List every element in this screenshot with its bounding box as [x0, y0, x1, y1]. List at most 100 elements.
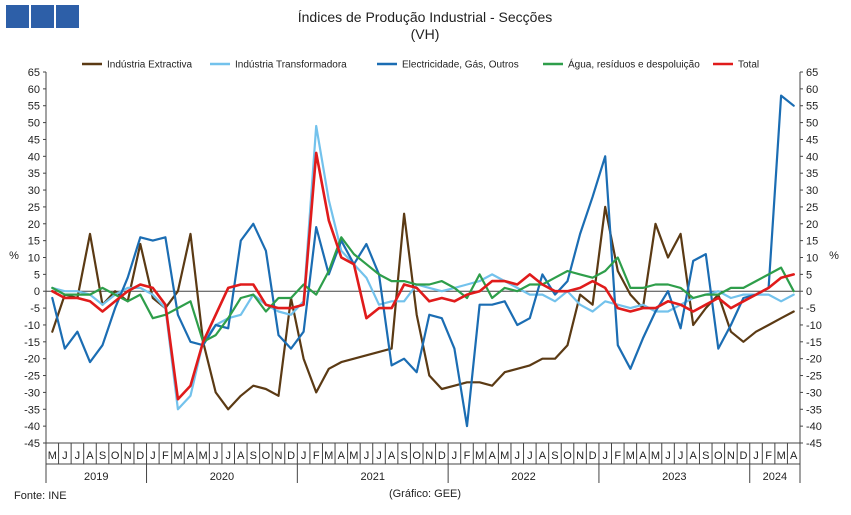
year-label: 2019	[84, 471, 108, 483]
y-tick-label-left: 30	[28, 185, 40, 197]
y-tick-label-right: 45	[806, 134, 818, 146]
y-tick-label-right: -40	[806, 421, 822, 433]
y-tick-label-right: -5	[806, 303, 816, 315]
y-tick-label-right: -45	[806, 438, 822, 450]
month-label: O	[412, 450, 421, 462]
gee-logo-icon	[6, 5, 79, 28]
month-label: M	[777, 450, 786, 462]
y-tick-label-left: 25	[28, 202, 40, 214]
y-tick-label-right: -20	[806, 354, 822, 366]
month-label: A	[338, 450, 346, 462]
month-label: S	[400, 450, 407, 462]
month-label: N	[275, 450, 283, 462]
legend-entry: Indústria Extractiva	[107, 60, 192, 71]
series-line	[50, 151, 796, 401]
y-tick-label-right: 20	[806, 219, 818, 231]
y-tick-label-right: 10	[806, 253, 818, 265]
year-label: 2022	[511, 471, 535, 483]
month-label: N	[727, 450, 735, 462]
y-tick-label-left: 10	[28, 253, 40, 265]
month-label: O	[262, 450, 271, 462]
legend-entry: Água, resíduos e despoluição	[568, 58, 700, 71]
y-tick-label-right: 60	[806, 84, 818, 96]
chart-title: Índices de Produção Industrial - Secções	[298, 9, 552, 25]
year-label: 2023	[662, 471, 686, 483]
month-label: J	[753, 450, 759, 462]
y-tick-label-right: 5	[806, 269, 812, 281]
month-label: J	[665, 450, 671, 462]
plot-area: -45 -45 -40 -40 -35 -35 -30 -30 -25 -25 -20 -20 -15 -…	[24, 67, 822, 450]
y-tick-label-left: -5	[30, 303, 40, 315]
y-tick-label-left: -35	[24, 404, 40, 416]
y-tick-label-left: 0	[34, 286, 40, 298]
month-label: A	[690, 450, 698, 462]
month-label: M	[198, 450, 207, 462]
y-tick-label-left: 20	[28, 219, 40, 231]
month-label: A	[539, 450, 547, 462]
month-label: D	[438, 450, 446, 462]
month-label: M	[324, 450, 333, 462]
y-tick-label-left: -15	[24, 337, 40, 349]
y-tick-label-left: 5	[34, 269, 40, 281]
y-tick-label-left: 40	[28, 151, 40, 163]
y-tick-label-right: 30	[806, 185, 818, 197]
y-tick-label-left: -30	[24, 387, 40, 399]
y-axis-label-right: %	[829, 250, 839, 262]
series-line	[51, 94, 795, 428]
chart-legend: Indústria Extractiva Indústria Transforma…	[82, 58, 759, 71]
month-label: F	[313, 450, 320, 462]
month-label: M	[626, 450, 635, 462]
month-label: M	[173, 450, 182, 462]
source-note: Fonte: INE	[14, 490, 67, 502]
month-label: J	[62, 450, 68, 462]
month-label: O	[714, 450, 723, 462]
month-label: S	[702, 450, 709, 462]
logo-square	[31, 5, 54, 28]
month-label: A	[237, 450, 245, 462]
month-label: J	[376, 450, 382, 462]
month-label: F	[464, 450, 471, 462]
month-label: N	[425, 450, 433, 462]
month-label: M	[500, 450, 509, 462]
legend-entry: Indústria Transformadora	[235, 60, 347, 71]
month-label: J	[75, 450, 81, 462]
month-label: S	[551, 450, 558, 462]
month-label: S	[250, 450, 257, 462]
month-label: O	[563, 450, 572, 462]
y-tick-label-left: 45	[28, 134, 40, 146]
year-label: 2021	[360, 471, 384, 483]
month-label: A	[790, 450, 798, 462]
y-tick-label-right: -10	[806, 320, 822, 332]
y-tick-label-right: -15	[806, 337, 822, 349]
y-tick-label-right: 15	[806, 236, 818, 248]
y-tick-label-left: -45	[24, 438, 40, 450]
month-label: F	[765, 450, 772, 462]
month-label: M	[651, 450, 660, 462]
month-label: A	[187, 450, 195, 462]
y-tick-label-right: -30	[806, 387, 822, 399]
month-label: F	[614, 450, 621, 462]
month-label: J	[364, 450, 370, 462]
y-tick-label-right: 50	[806, 118, 818, 130]
month-label: N	[576, 450, 584, 462]
month-label: D	[589, 450, 597, 462]
month-label: A	[86, 450, 94, 462]
legend-entry: Electricidade, Gás, Outros	[402, 60, 519, 71]
series-line	[51, 236, 795, 343]
y-tick-label-left: 35	[28, 168, 40, 180]
month-label: D	[287, 450, 295, 462]
logo-square	[6, 5, 29, 28]
month-label: J	[515, 450, 521, 462]
month-label: M	[475, 450, 484, 462]
series-layer	[50, 94, 796, 428]
year-label: 2020	[210, 471, 234, 483]
y-tick-label-left: 65	[28, 67, 40, 79]
y-tick-label-left: -10	[24, 320, 40, 332]
legend-entry: Total	[738, 60, 759, 71]
month-label: O	[111, 450, 120, 462]
month-label: J	[602, 450, 608, 462]
month-label: A	[488, 450, 496, 462]
y-tick-label-left: -25	[24, 371, 40, 383]
y-tick-label-left: 55	[28, 101, 40, 113]
